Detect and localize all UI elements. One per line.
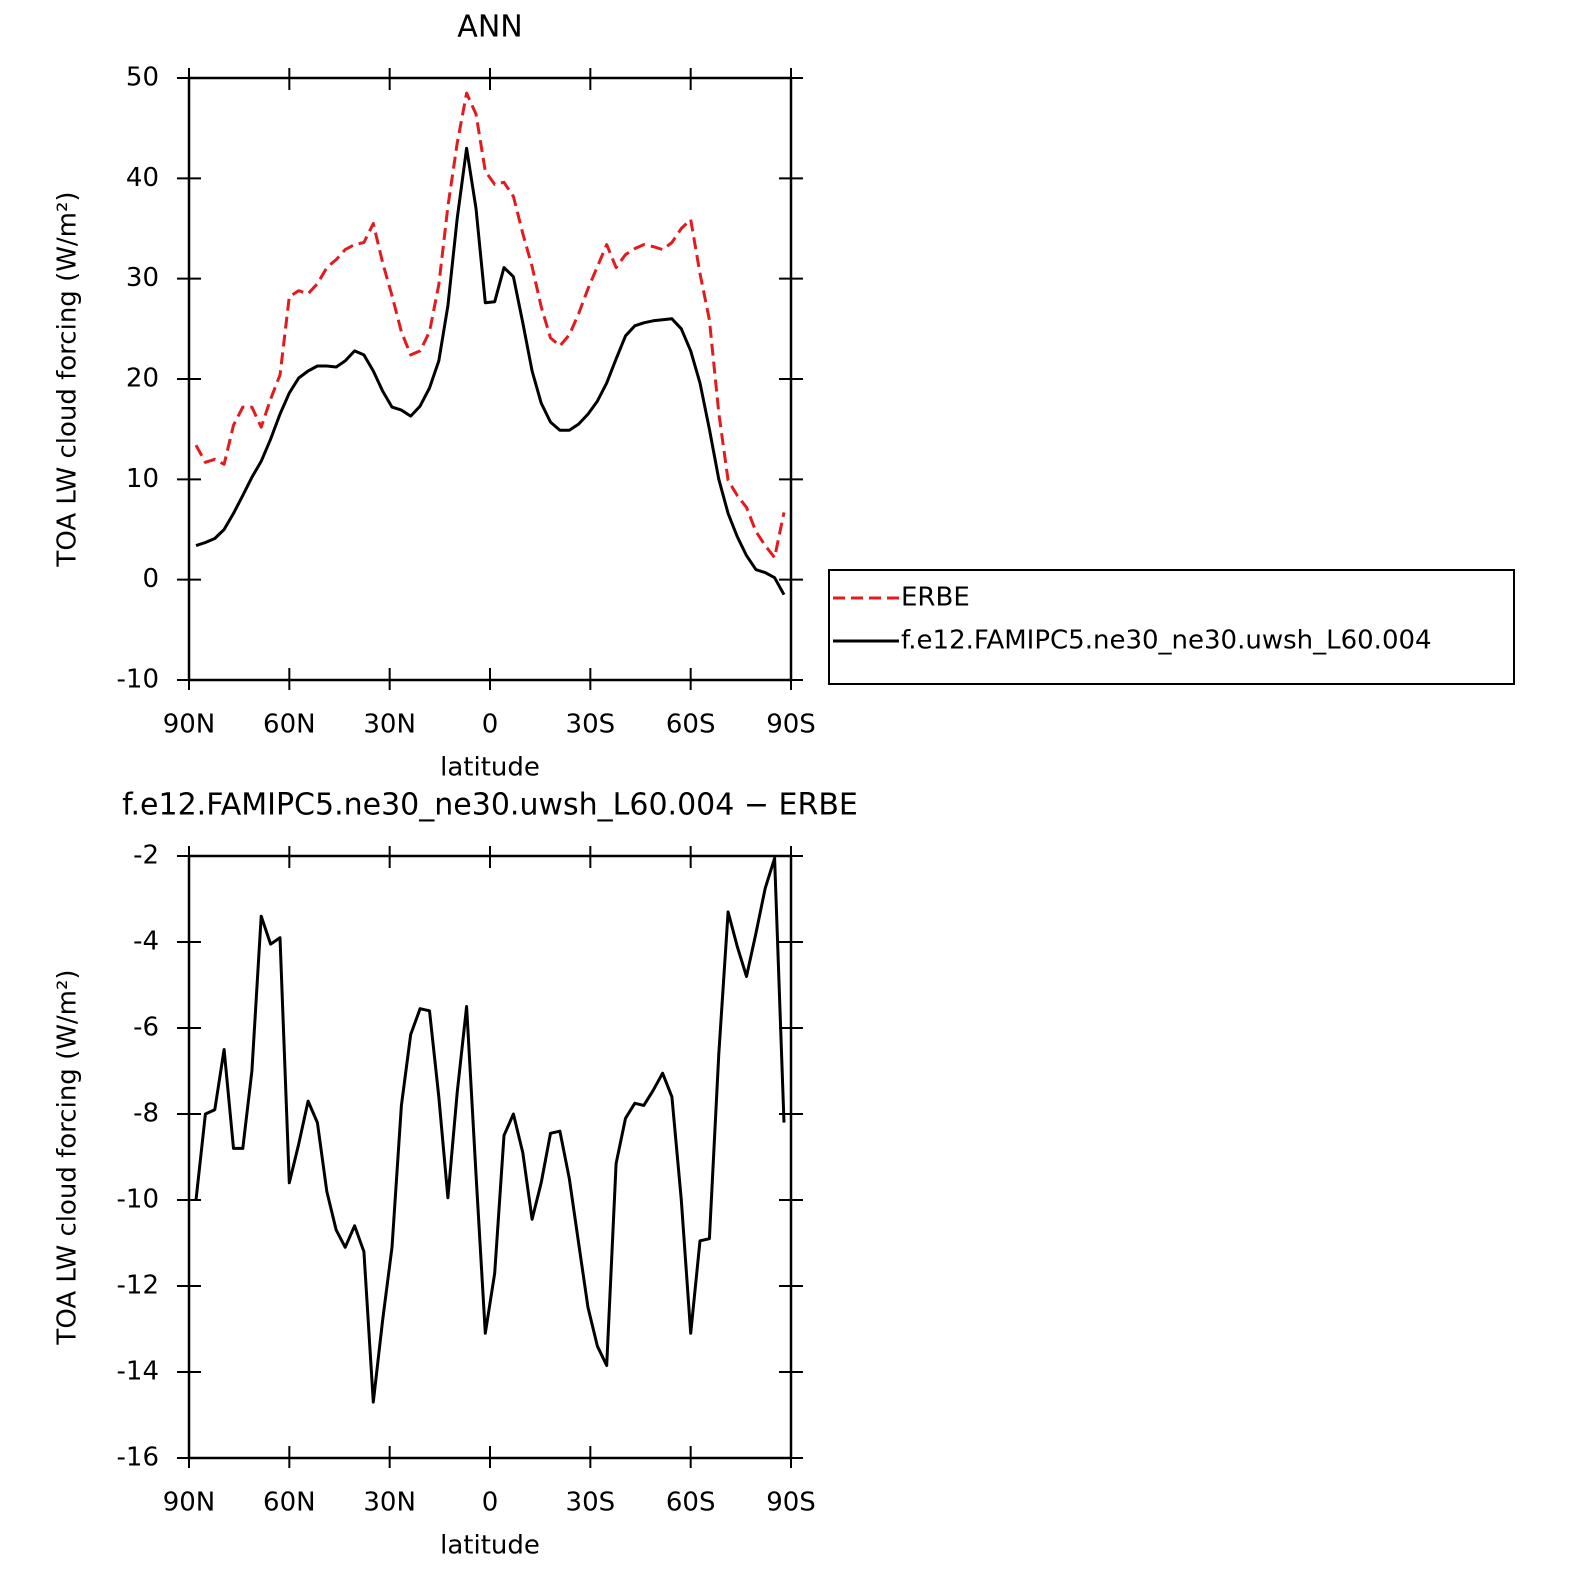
legend-label: f.e12.FAMIPC5.ne30_ne30.uwsh_L60.004 <box>901 626 1432 656</box>
chart-title: f.e12.FAMIPC5.ne30_ne30.uwsh_L60.004 − E… <box>122 788 858 823</box>
y-tick-label: 30 <box>126 263 159 293</box>
x-tick-label: 30S <box>566 710 616 740</box>
series-line <box>195 146 786 596</box>
legend-label: ERBE <box>901 583 970 613</box>
y-tick-label: -14 <box>117 1357 159 1387</box>
x-tick-label: 60S <box>666 1488 716 1518</box>
y-tick-label: 40 <box>126 163 159 193</box>
y-tick-label: -6 <box>133 1013 159 1043</box>
y-axis-label: TOA LW cloud forcing (W/m²) <box>53 969 83 1345</box>
x-tick-label: 90S <box>766 710 816 740</box>
y-tick-label: -8 <box>133 1099 159 1129</box>
x-axis-label: latitude <box>440 753 540 783</box>
x-tick-label: 60N <box>263 710 316 740</box>
y-tick-label: -16 <box>117 1443 159 1473</box>
x-tick-label: 30S <box>566 1488 616 1518</box>
y-tick-label: -10 <box>117 1185 159 1215</box>
x-tick-label: 90N <box>163 710 216 740</box>
y-tick-label: -2 <box>133 841 159 871</box>
y-tick-label: -12 <box>117 1271 159 1301</box>
y-tick-label: -10 <box>117 665 159 695</box>
x-tick-label: 60S <box>666 710 716 740</box>
x-axis-label: latitude <box>440 1531 540 1561</box>
y-tick-label: -4 <box>133 927 159 957</box>
x-tick-label: 0 <box>482 710 499 740</box>
legend-box <box>828 569 1515 685</box>
series-line <box>194 856 786 1404</box>
y-tick-label: 0 <box>142 564 159 594</box>
y-axis-label: TOA LW cloud forcing (W/m²) <box>53 191 83 567</box>
y-tick-label: 10 <box>126 464 159 494</box>
x-tick-label: 90S <box>766 1488 816 1518</box>
x-tick-label: 90N <box>163 1488 216 1518</box>
y-tick-label: 20 <box>126 364 159 394</box>
x-tick-label: 30N <box>363 710 416 740</box>
series-line <box>194 91 786 560</box>
y-tick-label: 50 <box>126 63 159 93</box>
x-tick-label: 30N <box>363 1488 416 1518</box>
chart-title: ANN <box>457 10 522 45</box>
x-tick-label: 60N <box>263 1488 316 1518</box>
x-tick-label: 0 <box>482 1488 499 1518</box>
